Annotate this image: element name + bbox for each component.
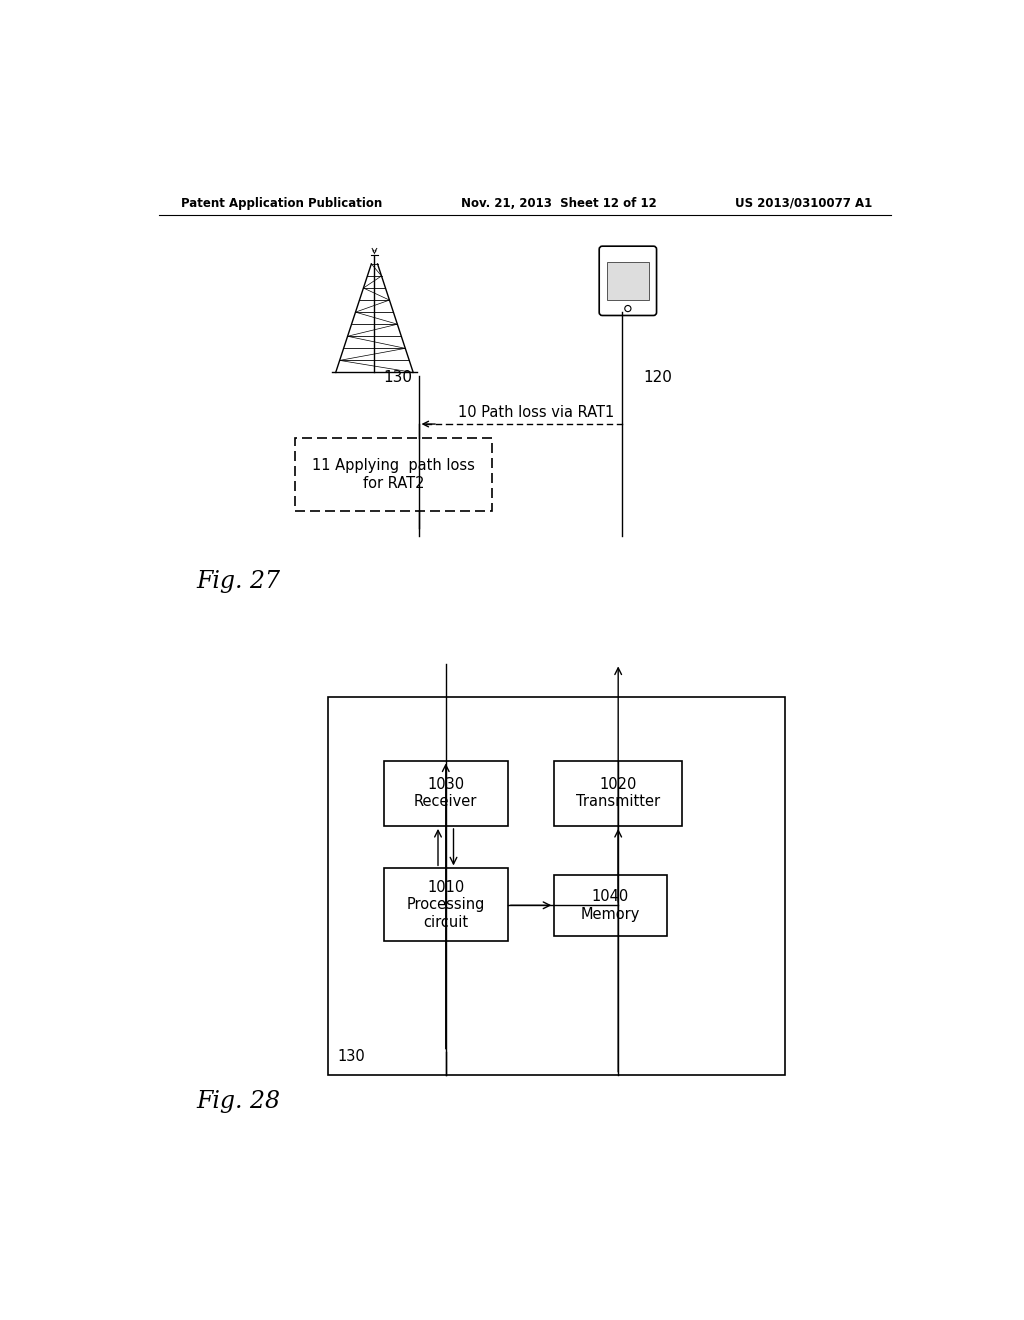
Bar (295, 438, 493, 511)
Text: 130: 130 (337, 1049, 365, 1064)
Bar (384, 869, 508, 941)
Text: 130: 130 (384, 371, 413, 385)
Bar (554, 760, 682, 826)
FancyBboxPatch shape (599, 246, 656, 315)
Text: Fig. 27: Fig. 27 (197, 570, 281, 594)
Text: Fig. 28: Fig. 28 (197, 1090, 281, 1113)
Bar (384, 760, 508, 826)
Bar (554, 874, 667, 936)
Text: 1040
Memory: 1040 Memory (581, 890, 640, 921)
Text: 1020
Transmitter: 1020 Transmitter (577, 777, 660, 809)
Text: 1030
Receiver: 1030 Receiver (414, 777, 477, 809)
Text: 10 Path loss via RAT1: 10 Path loss via RAT1 (458, 405, 614, 420)
Bar (607, 261, 649, 300)
Text: US 2013/0310077 A1: US 2013/0310077 A1 (735, 197, 872, 210)
Text: 11 Applying  path loss
for RAT2: 11 Applying path loss for RAT2 (312, 458, 475, 491)
Bar (328, 697, 785, 1074)
Text: Nov. 21, 2013  Sheet 12 of 12: Nov. 21, 2013 Sheet 12 of 12 (461, 197, 657, 210)
Text: 1010
Processing
circuit: 1010 Processing circuit (407, 880, 485, 929)
Text: 120: 120 (643, 371, 672, 385)
Text: Patent Application Publication: Patent Application Publication (180, 197, 382, 210)
